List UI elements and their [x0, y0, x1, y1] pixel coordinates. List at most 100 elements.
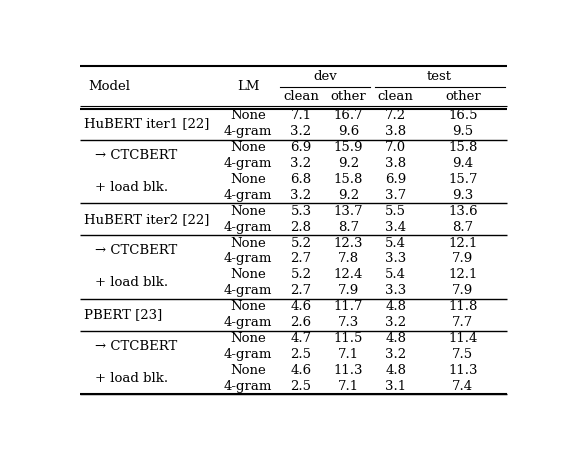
- Text: 3.2: 3.2: [385, 316, 406, 329]
- Text: 12.1: 12.1: [448, 237, 478, 250]
- Text: → CTCBERT: → CTCBERT: [95, 149, 177, 162]
- Text: 11.4: 11.4: [448, 332, 478, 345]
- Text: 7.1: 7.1: [338, 348, 359, 361]
- Text: dev: dev: [314, 70, 337, 83]
- Text: 3.2: 3.2: [290, 125, 312, 138]
- Text: + load blk.: + load blk.: [95, 276, 168, 289]
- Text: 5.5: 5.5: [385, 205, 406, 218]
- Text: 11.3: 11.3: [448, 364, 478, 377]
- Text: 9.6: 9.6: [338, 125, 359, 138]
- Text: 13.7: 13.7: [333, 205, 363, 218]
- Text: 4.8: 4.8: [385, 300, 406, 313]
- Text: 9.5: 9.5: [452, 125, 473, 138]
- Text: 7.9: 7.9: [452, 284, 473, 297]
- Text: 2.8: 2.8: [290, 220, 311, 234]
- Text: 4-gram: 4-gram: [224, 189, 273, 202]
- Text: 5.2: 5.2: [290, 237, 311, 250]
- Text: 4-gram: 4-gram: [224, 380, 273, 393]
- Text: 11.8: 11.8: [448, 300, 478, 313]
- Text: 11.3: 11.3: [333, 364, 363, 377]
- Text: 3.1: 3.1: [385, 380, 406, 393]
- Text: 5.4: 5.4: [385, 237, 406, 250]
- Text: + load blk.: + load blk.: [95, 181, 168, 194]
- Text: 2.7: 2.7: [290, 252, 312, 266]
- Text: None: None: [230, 237, 266, 250]
- Text: clean: clean: [283, 90, 319, 103]
- Text: 13.6: 13.6: [448, 205, 478, 218]
- Text: 7.7: 7.7: [452, 316, 473, 329]
- Text: clean: clean: [378, 90, 414, 103]
- Text: 15.9: 15.9: [333, 141, 363, 154]
- Text: 7.1: 7.1: [338, 380, 359, 393]
- Text: 7.8: 7.8: [338, 252, 359, 266]
- Text: 8.7: 8.7: [338, 220, 359, 234]
- Text: 3.7: 3.7: [385, 189, 406, 202]
- Text: 9.3: 9.3: [452, 189, 473, 202]
- Text: 12.4: 12.4: [333, 268, 363, 281]
- Text: 4.8: 4.8: [385, 364, 406, 377]
- Text: None: None: [230, 109, 266, 122]
- Text: 7.2: 7.2: [385, 109, 406, 122]
- Text: 5.4: 5.4: [385, 268, 406, 281]
- Text: 7.9: 7.9: [452, 252, 473, 266]
- Text: 7.3: 7.3: [338, 316, 359, 329]
- Text: 4-gram: 4-gram: [224, 220, 273, 234]
- Text: HuBERT iter2 [22]: HuBERT iter2 [22]: [84, 213, 210, 225]
- Text: 4-gram: 4-gram: [224, 125, 273, 138]
- Text: 4-gram: 4-gram: [224, 252, 273, 266]
- Text: → CTCBERT: → CTCBERT: [95, 340, 177, 353]
- Text: 7.0: 7.0: [385, 141, 406, 154]
- Text: 16.7: 16.7: [333, 109, 363, 122]
- Text: 3.2: 3.2: [290, 157, 312, 170]
- Text: 9.2: 9.2: [338, 157, 359, 170]
- Text: 4-gram: 4-gram: [224, 316, 273, 329]
- Text: 2.7: 2.7: [290, 284, 312, 297]
- Text: 4.6: 4.6: [290, 300, 312, 313]
- Text: 11.7: 11.7: [333, 300, 363, 313]
- Text: LM: LM: [237, 80, 260, 93]
- Text: None: None: [230, 364, 266, 377]
- Text: None: None: [230, 300, 266, 313]
- Text: 4.6: 4.6: [290, 364, 312, 377]
- Text: 4-gram: 4-gram: [224, 157, 273, 170]
- Text: 2.5: 2.5: [290, 348, 311, 361]
- Text: 15.7: 15.7: [448, 173, 478, 186]
- Text: None: None: [230, 141, 266, 154]
- Text: other: other: [331, 90, 366, 103]
- Text: 2.6: 2.6: [290, 316, 312, 329]
- Text: PBERT [23]: PBERT [23]: [84, 308, 162, 321]
- Text: other: other: [445, 90, 481, 103]
- Text: → CTCBERT: → CTCBERT: [95, 244, 177, 257]
- Text: 3.3: 3.3: [385, 252, 406, 266]
- Text: 3.3: 3.3: [385, 284, 406, 297]
- Text: 12.1: 12.1: [448, 268, 478, 281]
- Text: 11.5: 11.5: [333, 332, 363, 345]
- Text: test: test: [427, 70, 452, 83]
- Text: 4.8: 4.8: [385, 332, 406, 345]
- Text: 3.2: 3.2: [290, 189, 312, 202]
- Text: 9.4: 9.4: [452, 157, 473, 170]
- Text: 16.5: 16.5: [448, 109, 478, 122]
- Text: 15.8: 15.8: [448, 141, 478, 154]
- Text: 3.8: 3.8: [385, 125, 406, 138]
- Text: 4-gram: 4-gram: [224, 284, 273, 297]
- Text: 9.2: 9.2: [338, 189, 359, 202]
- Text: 15.8: 15.8: [333, 173, 363, 186]
- Text: None: None: [230, 173, 266, 186]
- Text: None: None: [230, 268, 266, 281]
- Text: 7.4: 7.4: [452, 380, 473, 393]
- Text: 4.7: 4.7: [290, 332, 312, 345]
- Text: None: None: [230, 332, 266, 345]
- Text: 4-gram: 4-gram: [224, 348, 273, 361]
- Text: 7.5: 7.5: [452, 348, 473, 361]
- Text: 3.2: 3.2: [385, 348, 406, 361]
- Text: None: None: [230, 205, 266, 218]
- Text: 7.1: 7.1: [290, 109, 312, 122]
- Text: HuBERT iter1 [22]: HuBERT iter1 [22]: [84, 117, 210, 130]
- Text: 5.2: 5.2: [290, 268, 311, 281]
- Text: 6.9: 6.9: [290, 141, 312, 154]
- Text: Model: Model: [89, 80, 131, 93]
- Text: 8.7: 8.7: [452, 220, 473, 234]
- Text: 5.3: 5.3: [290, 205, 312, 218]
- Text: 2.5: 2.5: [290, 380, 311, 393]
